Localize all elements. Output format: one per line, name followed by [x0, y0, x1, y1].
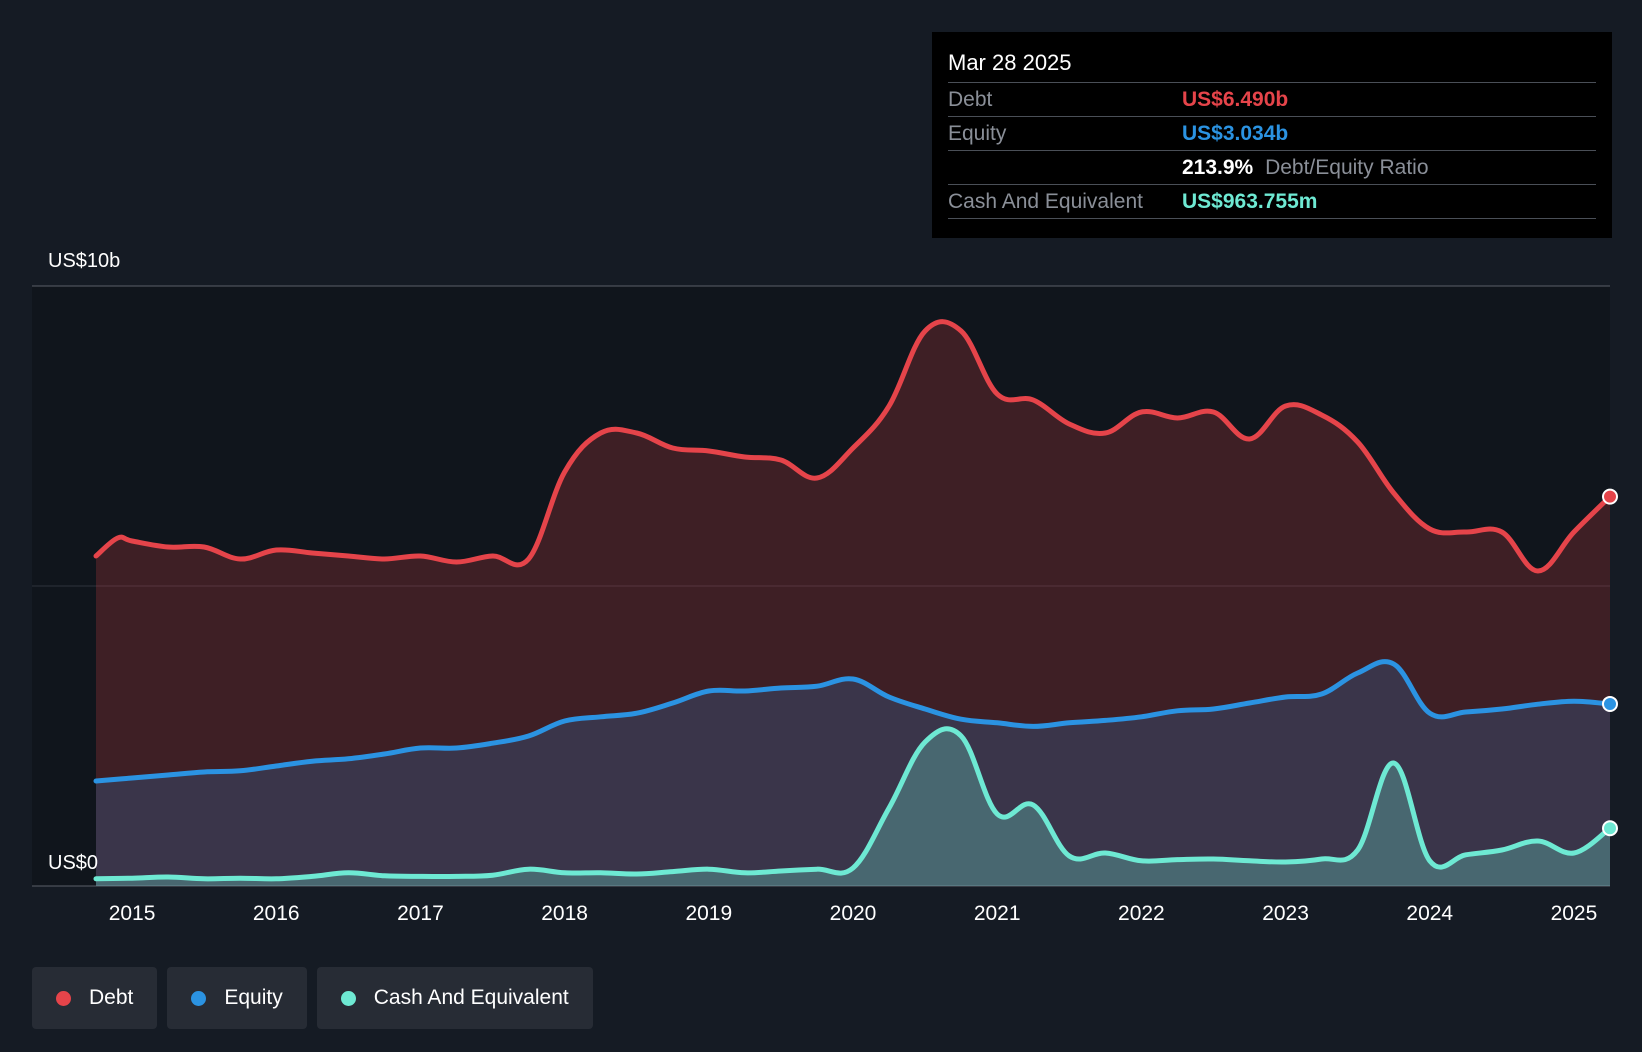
- equity-line: [93, 659, 1613, 784]
- series-lines: [93, 319, 1613, 882]
- x-tick-label: 2024: [1406, 902, 1453, 925]
- cash-area: [96, 728, 1610, 886]
- tooltip-date: Mar 28 2025: [948, 48, 1596, 83]
- debt-line: [93, 319, 1613, 574]
- y-axis-min-label: US$0: [48, 852, 99, 874]
- x-tick-label: 2017: [397, 902, 444, 925]
- cash-line: [93, 726, 1613, 882]
- legend-debt-label: Debt: [89, 986, 134, 1009]
- tooltip: Mar 28 2025 Debt US$6.490b Equity US$3.0…: [932, 32, 1612, 238]
- tooltip-equity-row: Equity US$3.034b: [948, 117, 1596, 151]
- debt-end-marker[interactable]: [1602, 488, 1618, 505]
- tooltip-ratio-spacer: [948, 151, 1182, 184]
- x-tick-label: 2020: [830, 902, 877, 925]
- cash-end-marker[interactable]: [1602, 820, 1618, 837]
- x-tick-label: 2023: [1262, 902, 1309, 925]
- tooltip-ratio-label: Debt/Equity Ratio: [1265, 156, 1429, 179]
- tooltip-equity-label: Equity: [948, 122, 1007, 145]
- tooltip-debt-value: US$6.490b: [1182, 88, 1289, 111]
- x-axis-ticks: 2015 2016 2017 2018 2019 2020 2021 2022 2023 2024…: [109, 902, 1598, 925]
- x-tick-label: 2016: [253, 902, 300, 925]
- y-axis-max-label: US$10b: [48, 250, 121, 272]
- end-markers: [1602, 488, 1618, 837]
- x-tick-label: 2025: [1551, 902, 1598, 925]
- tooltip-cash-label: Cash And Equivalent: [948, 190, 1143, 213]
- legend-item-debt[interactable]: Debt: [32, 967, 158, 1029]
- tooltip-equity-value: US$3.034b: [1182, 122, 1289, 145]
- legend-cash-label: Cash And Equivalent: [373, 986, 569, 1009]
- equity-area: [96, 661, 1610, 886]
- tooltip-debt-label: Debt: [948, 88, 993, 111]
- legend-equity-label: Equity: [224, 986, 283, 1009]
- legend-item-equity[interactable]: Equity: [167, 967, 307, 1029]
- debt-dot-icon: [56, 990, 71, 1006]
- equity-end-marker[interactable]: [1602, 695, 1618, 712]
- tooltip-ratio-row: 213.9% Debt/Equity Ratio: [948, 151, 1596, 185]
- cash-dot-icon: [340, 990, 356, 1006]
- tooltip-ratio-value: 213.9%: [1182, 156, 1254, 179]
- tooltip-cash-row: Cash And Equivalent US$963.755m: [948, 185, 1596, 219]
- x-tick-label: 2018: [541, 902, 588, 925]
- x-tick-label: 2015: [109, 902, 156, 925]
- x-tick-label: 2022: [1118, 902, 1165, 925]
- equity-dot-icon: [191, 990, 207, 1006]
- legend-item-cash[interactable]: Cash And Equivalent: [316, 967, 593, 1029]
- x-tick-label: 2021: [974, 902, 1021, 925]
- x-tick-label: 2019: [685, 902, 732, 925]
- tooltip-cash-value: US$963.755m: [1182, 190, 1318, 213]
- legend: Debt Equity Cash And Equivalent: [32, 967, 593, 1029]
- tooltip-debt-row: Debt US$6.490b: [948, 83, 1596, 117]
- gridlines: [32, 285, 1610, 887]
